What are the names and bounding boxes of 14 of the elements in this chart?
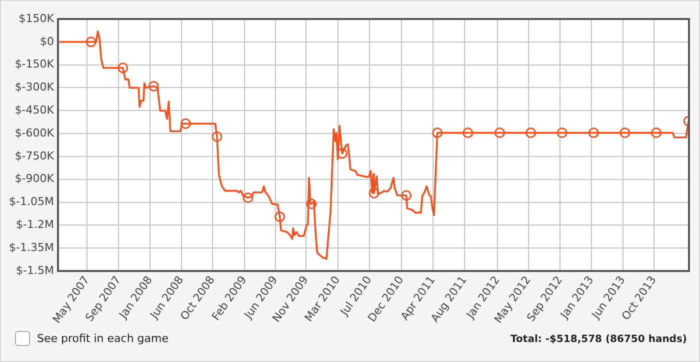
y-tick-label: $150K	[18, 12, 55, 25]
y-tick-label: $-1.35M	[9, 240, 54, 254]
y-tick-label: $-1.5M	[16, 264, 54, 277]
text: Total: -$518,578 (86750 hands)	[510, 334, 687, 345]
y-tick-label: $-1.2M	[16, 218, 54, 232]
y-tick-label: $-450K	[14, 103, 55, 116]
y-tick-label: $-750K	[14, 149, 55, 162]
y-tick-label: $-300K	[14, 80, 55, 94]
y-tick-label: $-600K	[14, 126, 55, 140]
y-tick-label: $-150K	[14, 58, 55, 71]
y-tick-label: $0	[40, 34, 54, 48]
y-tick-label: $-900K	[14, 172, 55, 186]
text: See profit in each game	[37, 332, 169, 345]
y-tick-label: $-1.05M	[9, 195, 54, 208]
